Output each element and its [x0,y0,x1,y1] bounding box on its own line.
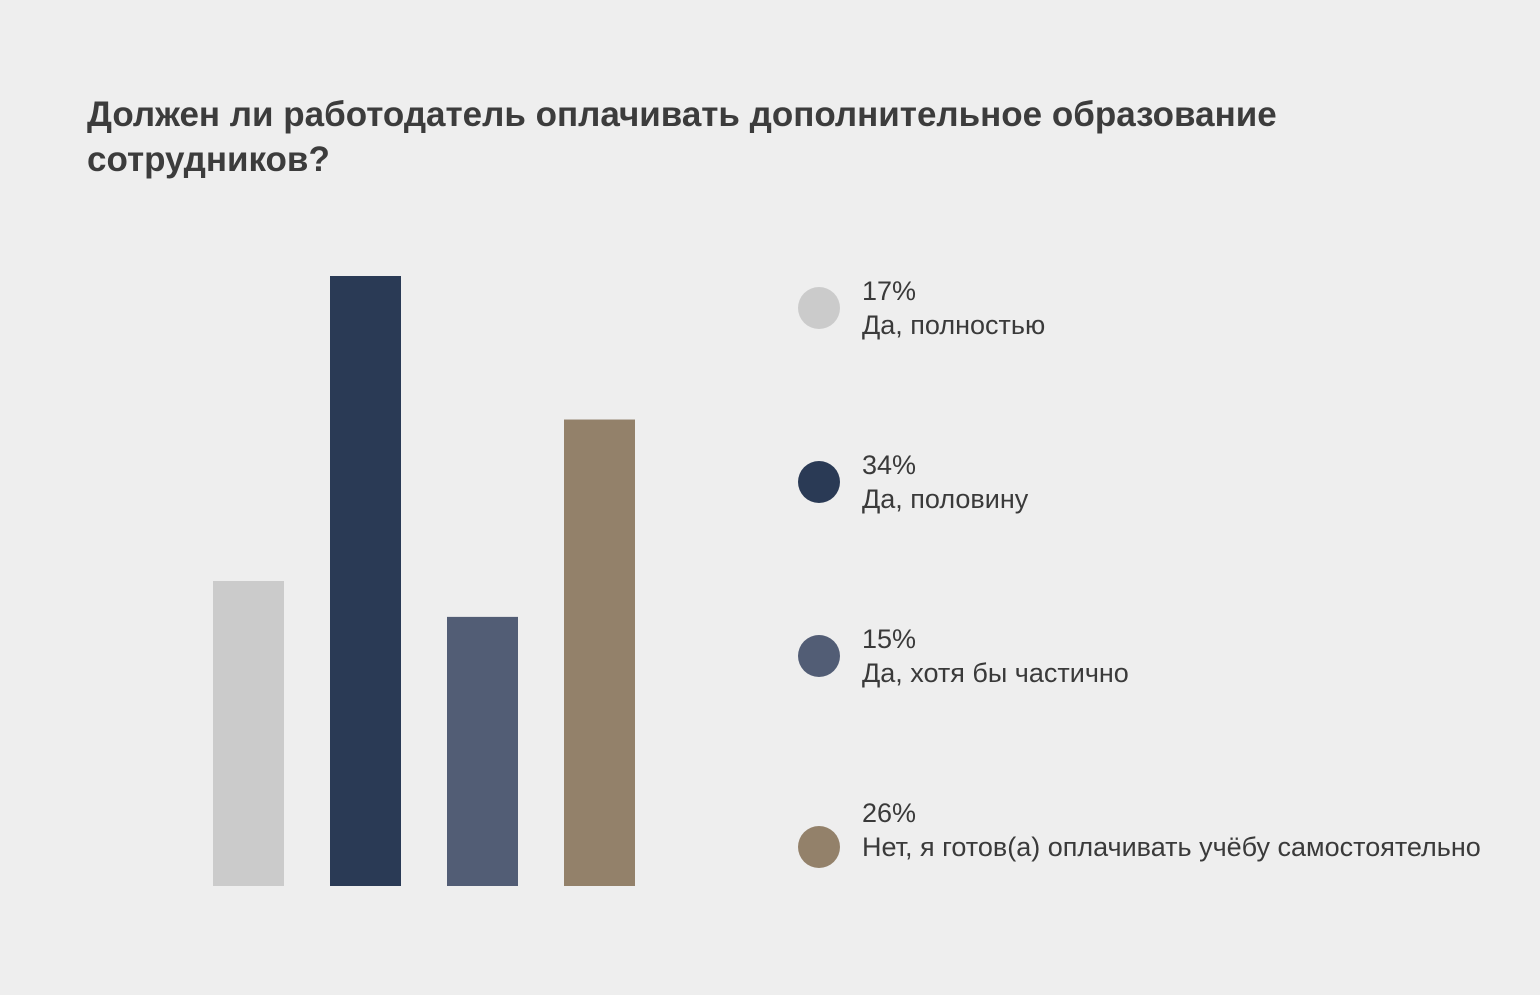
legend-label: Да, хотя бы частично [862,658,1129,688]
legend-label: Нет, я готов(а) оплачивать учёбу самосто… [862,832,1481,862]
bar-2 [330,276,401,886]
legend-label: Да, половину [862,484,1029,514]
legend-swatch [798,635,840,677]
legend-swatch [798,826,840,868]
legend-value: 15% [862,624,917,654]
bar-chart [213,276,635,886]
legend-swatch [798,287,840,329]
bar-1 [213,581,284,886]
legend-value: 17% [862,276,917,306]
legend-value: 26% [862,798,917,828]
bar-4 [564,419,635,886]
bar-3 [447,616,518,886]
legend-swatch [798,461,840,503]
legend-value: 34% [862,450,917,480]
chart-title: Должен ли работодатель оплачивать дополн… [87,95,1277,179]
legend-label: Да, полностью [862,310,1046,340]
